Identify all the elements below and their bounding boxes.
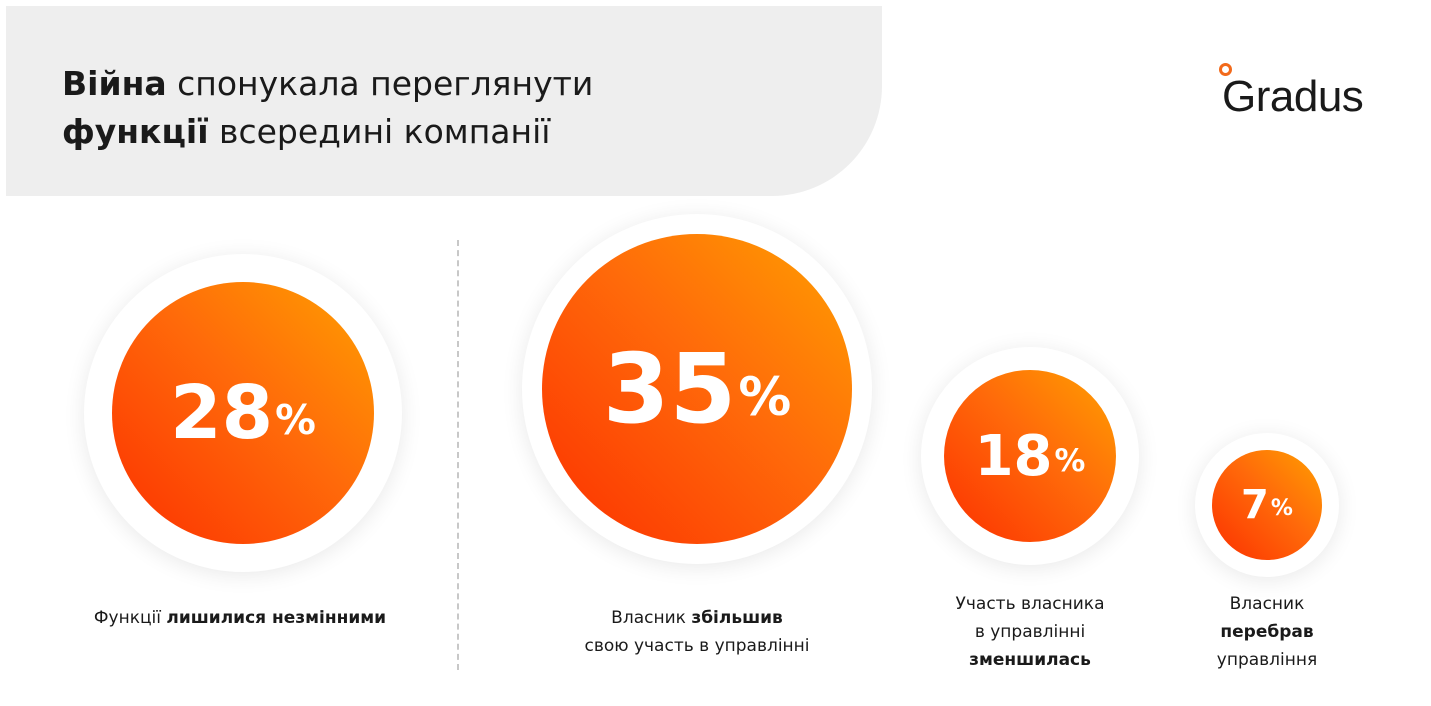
bubble-label: Участь власника в управлінні зменшилась — [930, 590, 1130, 674]
label-part-bold: зменшилась — [969, 650, 1091, 670]
bubble-value: 7 — [1241, 482, 1269, 528]
title-rest-2: всередині компанії — [208, 112, 551, 151]
label-part: в управлінні — [974, 622, 1086, 642]
label-part: Власник — [611, 608, 692, 628]
bubble-value: 35 — [602, 333, 737, 445]
bubble-unit: % — [738, 367, 792, 429]
bubble-unit: % — [1270, 496, 1293, 522]
header-panel — [6, 6, 882, 196]
label-part: Власник — [1229, 594, 1305, 614]
bubble-35: 35% — [542, 234, 852, 544]
bubble-value: 28 — [170, 370, 274, 456]
bubble-label: Власник перебрав управління — [1187, 590, 1347, 674]
label-part: свою участь в управлінні — [584, 636, 810, 656]
title-rest-1: спонукала переглянути — [166, 64, 594, 103]
divider — [457, 240, 459, 670]
bubble-unit: % — [275, 395, 316, 444]
title-bold-1: Війна — [62, 64, 167, 103]
logo-ring-icon — [1219, 63, 1232, 76]
bubble-7: 7% — [1212, 450, 1322, 560]
bubble-18: 18% — [944, 370, 1116, 542]
page-title: Війна спонукала переглянути функції всер… — [62, 60, 593, 156]
bubble-28: 28% — [112, 282, 374, 544]
label-part-bold: збільшив — [691, 608, 783, 628]
bubble-label: Функції лишилися незмінними — [40, 604, 440, 632]
label-part-bold: лишилися незмінними — [166, 608, 387, 628]
label-part: управління — [1216, 650, 1318, 670]
label-part: Участь власника — [955, 594, 1105, 614]
gradus-logo: Gradus — [1222, 72, 1364, 121]
bubble-unit: % — [1054, 443, 1086, 480]
bubble-value: 18 — [974, 423, 1053, 489]
label-part-bold: перебрав — [1220, 622, 1314, 642]
bubble-label: Власник збільшив свою участь в управлінн… — [497, 604, 897, 660]
title-bold-2: функції — [62, 112, 209, 151]
label-part: Функції — [93, 608, 167, 628]
